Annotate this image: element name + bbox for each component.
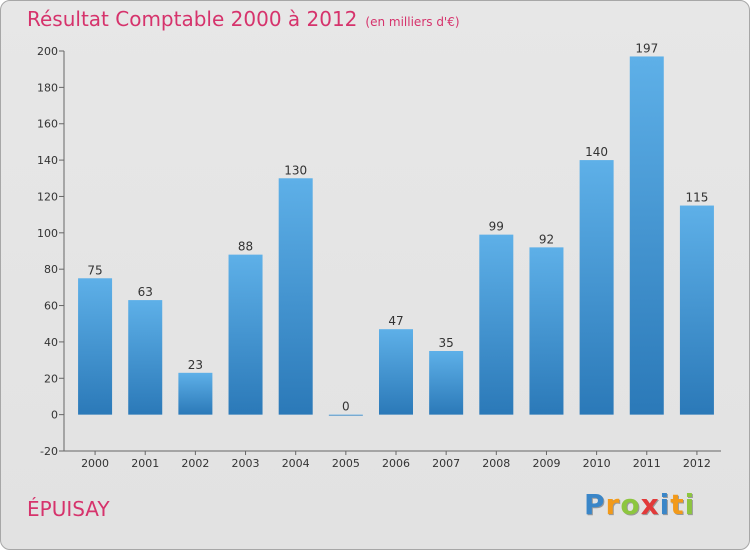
x-tick-label: 2005	[332, 457, 360, 470]
data-label: 130	[284, 163, 307, 177]
data-label: 140	[585, 145, 608, 159]
data-label: 35	[439, 336, 454, 350]
x-tick-label: 2012	[683, 457, 711, 470]
x-tick-label: 2002	[181, 457, 209, 470]
x-tick-label: 2006	[382, 457, 410, 470]
data-label: 75	[87, 263, 102, 277]
x-tick-label: 2011	[633, 457, 661, 470]
bar-2004	[278, 178, 313, 415]
bar-2002	[178, 372, 213, 415]
x-tick-label: 2004	[282, 457, 310, 470]
y-tick-label: 120	[37, 190, 58, 203]
bar-2006	[379, 329, 413, 415]
data-label: 88	[238, 240, 253, 254]
bar-2001	[128, 300, 163, 415]
data-label: 47	[388, 314, 403, 328]
proxiti-logo: Proxiti	[584, 488, 695, 521]
x-tick-label: 2007	[432, 457, 460, 470]
y-tick-label: 20	[44, 372, 58, 385]
y-tick-label: 140	[37, 154, 58, 167]
y-tick-label: 60	[44, 300, 58, 313]
bar-2003	[228, 254, 263, 415]
y-tick-label: 0	[51, 409, 58, 422]
logo-letter: r	[605, 488, 621, 521]
x-tick-label: 2000	[81, 457, 109, 470]
data-label: 0	[342, 400, 350, 414]
bar-2009	[529, 247, 564, 415]
logo-letter: i	[684, 488, 696, 521]
y-tick-label: 160	[37, 118, 58, 131]
y-tick-label: 80	[44, 263, 58, 276]
y-tick-label: -20	[40, 445, 58, 458]
x-tick-label: 2001	[131, 457, 159, 470]
x-tick-label: 2009	[532, 457, 560, 470]
logo-letter: x	[640, 488, 660, 521]
data-label: 92	[539, 232, 554, 246]
bar-2012	[679, 205, 714, 415]
bar-2000	[78, 278, 113, 415]
x-tick-label: 2010	[583, 457, 611, 470]
data-label: 63	[138, 285, 153, 299]
y-tick-label: 200	[37, 45, 58, 58]
chart-title-text: Résultat Comptable 2000 à 2012	[27, 7, 358, 31]
logo-letter: t	[670, 488, 685, 521]
bar-2007	[429, 351, 464, 415]
y-tick-label: 100	[37, 227, 58, 240]
logo-letter: o	[620, 488, 641, 521]
data-label: 197	[635, 41, 658, 55]
y-tick-label: 180	[37, 81, 58, 94]
data-label: 23	[188, 358, 203, 372]
x-tick-label: 2003	[232, 457, 260, 470]
chart-title: Résultat Comptable 2000 à 2012 (en millie…	[27, 7, 460, 31]
x-tick-label: 2008	[482, 457, 510, 470]
location-name: ÉPUISAY	[27, 497, 110, 521]
logo-letter: P	[584, 488, 606, 521]
y-tick-label: 40	[44, 336, 58, 349]
bar-2005	[328, 414, 363, 416]
data-label: 115	[685, 191, 708, 205]
logo-letter: i	[659, 488, 671, 521]
chart-subtitle: (en milliers d'€)	[365, 15, 460, 29]
data-label: 99	[489, 220, 504, 234]
bar-2008	[479, 234, 514, 415]
bar-2011	[629, 56, 664, 415]
bar-2010	[579, 160, 614, 415]
